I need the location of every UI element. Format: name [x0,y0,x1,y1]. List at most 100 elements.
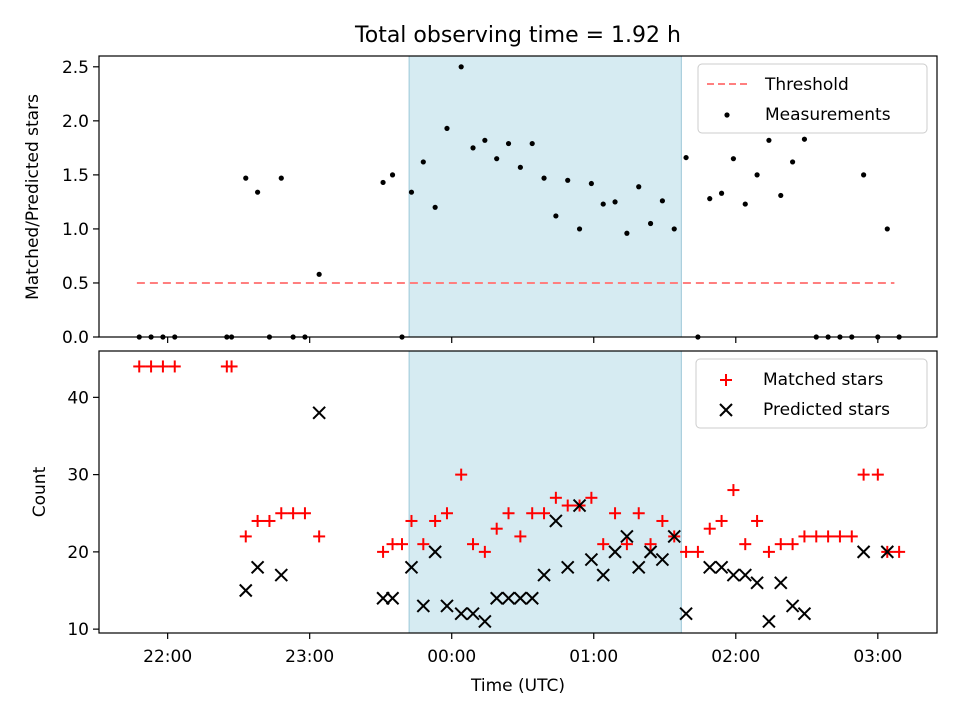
legend-matched-swatch [720,374,732,386]
matched-stars-point [156,360,169,373]
ratio-legend: Threshold Measurements [697,63,928,134]
x-axis-label: Time (UTC) [470,676,565,696]
ratio-legend-box [697,63,928,134]
matched-stars-point [239,530,252,543]
measurement-point [380,179,386,186]
predicted-stars-point [513,591,528,605]
measurement-point [624,230,630,236]
matched-stars-point [810,530,823,543]
legend-predicted-label: Predicted stars [763,400,890,420]
measurement-point [671,226,677,232]
predicted-stars-point [774,576,788,590]
x-tick-label: 23:00 [285,647,334,667]
matched-stars-point [396,538,409,551]
measurement-point [588,180,594,187]
predicted-stars-point [466,606,480,621]
x-tick-label: 01:00 [569,647,618,667]
measurement-point [458,64,464,70]
predicted-stars-point [880,545,894,559]
matched-stars-point [405,514,418,527]
measurement-point [541,175,547,181]
matched-stars-point [561,499,574,512]
predicted-stars-point [239,583,253,598]
matched-stars-point [871,468,884,481]
predicted-stars-point [376,591,390,605]
matched-stars-point [514,530,527,543]
predicted-stars-point [620,529,634,544]
matched-stars-point [313,530,326,543]
predicted-stars-point [726,568,741,582]
measurement-point [389,172,396,178]
matched-stars-point [455,468,468,481]
predicted-stars-point [428,545,442,559]
predicted-stars-point [584,552,599,567]
measurement-point [482,137,488,143]
matched-stars-point [429,514,442,527]
measurement-point [278,175,284,181]
measurement-point [730,156,737,162]
count-y-tick-label: 40 [67,388,89,408]
measurement-point [517,164,523,170]
ratio-y-tick-label: 0.5 [62,274,89,294]
ratio-y-tick-label: 2.5 [62,58,89,78]
predicted-stars-point [596,568,610,582]
predicted-stars-point [440,599,454,613]
predicted-stars-point [561,560,575,575]
predicted-stars-point [549,514,563,528]
measurement-point [801,136,808,142]
matched-stars-point [225,360,238,373]
measurement-point [647,220,654,227]
matched-stars-point [585,491,598,504]
matched-stars-point [251,514,264,527]
predicted-stars-point [608,545,622,559]
count-panel: 10 20 30 40 22:00 23:00 00:00 01:00 02:00 03:00 C… [30,350,938,667]
predicted-stars-point [738,568,752,582]
predicted-stars-point [856,545,871,559]
predicted-stars-point [489,591,504,605]
matched-stars-point [680,545,693,558]
legend-measurements-label: Measurements [765,105,891,125]
matched-stars-point [739,538,752,551]
measurement-point [255,189,261,195]
matched-stars-point [467,538,480,551]
measurement-point [683,154,689,161]
matched-stars-point [168,360,181,373]
matched-stars-point [857,468,870,481]
measurement-point [861,172,867,178]
matched-stars-point [691,545,704,558]
predicted-stars-point [797,606,812,621]
matched-stars-point [751,514,764,527]
count-y-axis-label: Count [30,466,50,517]
predicted-stars-point [454,606,468,621]
predicted-stars-point [762,614,776,629]
measurement-point [470,145,476,151]
predicted-stars-point [572,498,587,513]
measurement-point [789,159,796,165]
matched-stars-point [632,507,645,520]
matched-stars-point [275,507,288,520]
matched-stars-point [786,538,799,551]
measurement-point [432,204,438,210]
measurement-point [444,125,450,132]
measurement-point [754,172,760,178]
matched-stars-point [263,514,276,527]
matched-stars-point [133,360,146,373]
legend-threshold-label: Threshold [764,75,849,95]
predicted-stars-point [785,599,800,613]
predicted-stars-point [404,560,419,575]
measurement-point [742,201,748,207]
ratio-y-axis-label: Matched/Predicted stars [23,94,43,300]
predicted-stars-point [750,576,764,590]
count-legend: Matched stars Predicted stars [695,358,928,429]
count-highlight-span [408,350,682,634]
matched-stars-point [798,530,811,543]
measurement-point [565,177,571,183]
measurement-point [636,184,642,190]
predicted-stars-point [501,591,516,605]
measurement-point [778,192,784,199]
matched-stars-point [440,507,453,520]
ratio-y-tick-label: 2.0 [62,112,89,132]
measurement-point [766,137,772,143]
predicted-stars-point [525,591,539,605]
